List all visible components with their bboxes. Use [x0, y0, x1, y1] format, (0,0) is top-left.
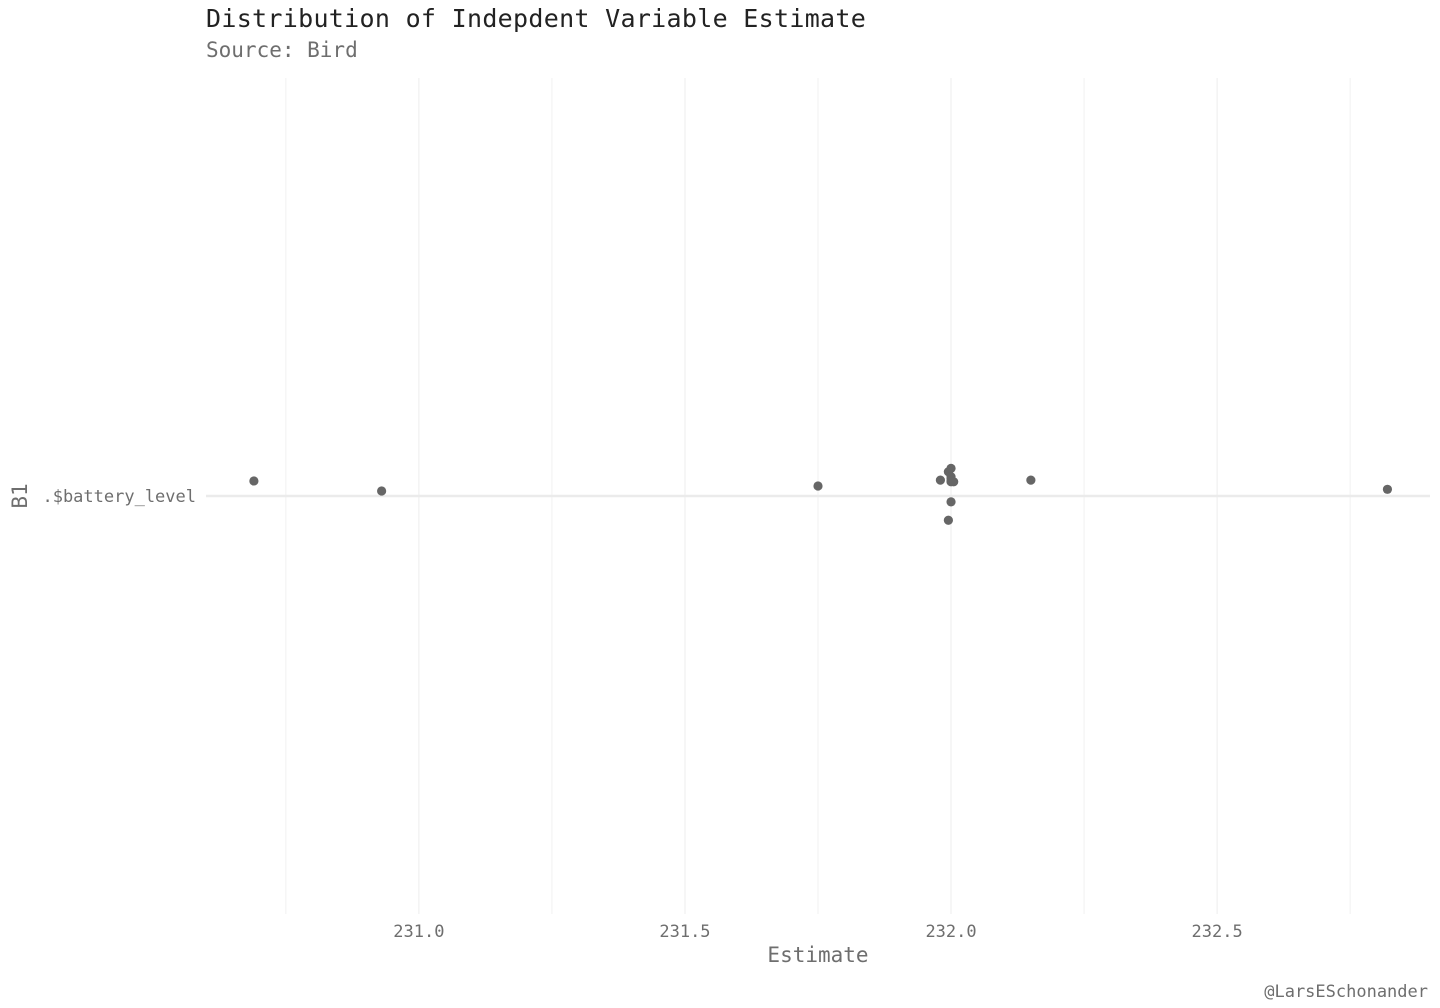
data-point	[1382, 484, 1393, 494]
data-point	[935, 475, 946, 485]
chart-title: Distribution of Indepdent Variable Estim…	[206, 4, 867, 33]
x-tick-label: 231.5	[659, 922, 710, 942]
data-point	[943, 515, 953, 525]
chart-caption: @LarsESchonander	[1264, 982, 1428, 1002]
x-tick-label: 231.0	[393, 922, 444, 942]
data-point	[377, 486, 387, 496]
chart-subtitle: Source: Bird	[206, 38, 358, 62]
data-point	[1026, 475, 1036, 485]
y-tick-label: .$battery_level	[42, 487, 196, 507]
data-point	[946, 463, 956, 474]
y-axis-label: B1	[8, 483, 32, 508]
x-tick-label: 232.5	[1192, 922, 1243, 942]
data-point	[813, 481, 823, 491]
data-point	[249, 476, 259, 486]
x-axis-label: Estimate	[767, 943, 868, 967]
data-point	[946, 497, 956, 507]
data-point	[949, 477, 959, 487]
x-tick-label: 232.0	[925, 922, 976, 942]
